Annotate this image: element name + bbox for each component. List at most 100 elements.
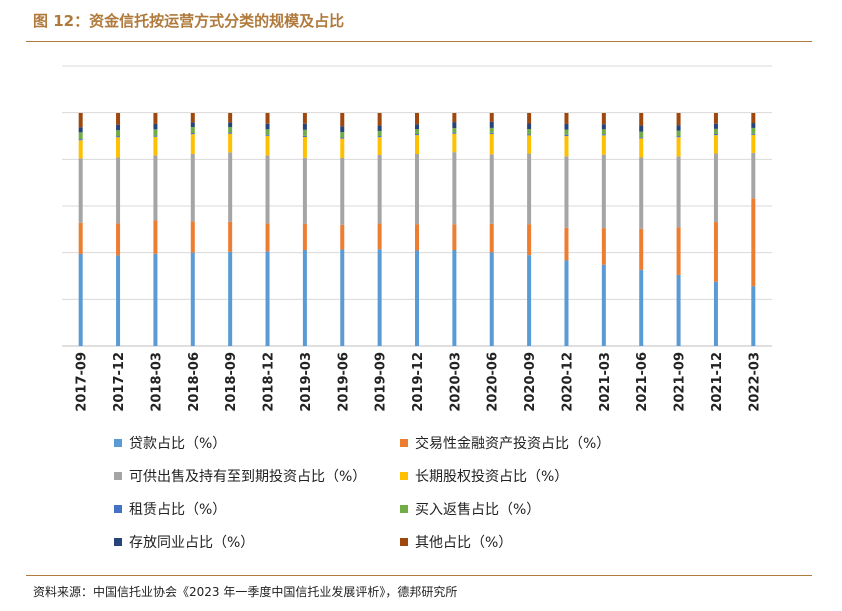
bar-segment-2019-09-s6	[377, 125, 382, 131]
bar-segment-2019-06-s5	[340, 132, 345, 138]
bar-segment-2018-09-s6	[228, 122, 233, 127]
bar-segment-2018-09-s4	[228, 132, 233, 134]
bar-segment-2020-12-s7	[564, 113, 569, 124]
bar-segment-2021-09-s0	[676, 274, 681, 346]
bar-segment-2018-03-s6	[153, 123, 158, 130]
bar-segment-2019-03-s3	[302, 136, 307, 158]
bar-segment-2018-12-s7	[265, 113, 270, 124]
bar-segment-2017-09-s5	[78, 132, 83, 140]
bar-segment-2019-06-s4	[340, 137, 345, 139]
x-tick-label: 2021-03	[598, 352, 613, 412]
bar-segment-2021-03-s3	[601, 135, 606, 155]
bar-segment-2019-09-s5	[377, 130, 382, 137]
bar-segment-2018-12-s3	[265, 135, 270, 156]
x-tick-label: 2018-06	[187, 352, 202, 412]
bar-segment-2022-03-s2	[751, 152, 756, 199]
x-tick-label: 2018-03	[149, 352, 164, 412]
bar-segment-2018-12-s1	[265, 223, 270, 252]
bar-segment-2021-09-s5	[676, 130, 681, 137]
bar-segment-2020-09-s7	[527, 113, 532, 124]
bar-segment-2018-03-s5	[153, 129, 158, 136]
footer-divider	[26, 575, 812, 576]
bar-segment-2021-09-s7	[676, 113, 681, 126]
bar-segment-2021-12-s6	[713, 123, 718, 129]
bar-series	[78, 113, 756, 346]
x-tick-label: 2020-09	[523, 352, 538, 412]
title-divider	[26, 41, 812, 42]
bar-segment-2021-06-s6	[639, 125, 644, 132]
x-tick-label: 2019-03	[299, 352, 314, 412]
bar-segment-2018-09-s5	[228, 126, 233, 133]
bar-segment-2019-03-s0	[302, 250, 307, 346]
bar-segment-2017-09-s6	[78, 127, 83, 133]
bar-segment-2019-09-s4	[377, 136, 382, 138]
x-tick-label: 2017-09	[75, 352, 90, 412]
bar-segment-2021-06-s5	[639, 131, 644, 138]
bar-segment-2020-09-s3	[527, 135, 532, 154]
bar-segment-2018-06-s6	[190, 122, 195, 127]
x-tick-label: 2021-09	[673, 352, 688, 412]
bar-segment-2019-09-s1	[377, 223, 382, 250]
x-tick-label: 2021-06	[635, 352, 650, 412]
bar-segment-2018-09-s3	[228, 133, 233, 153]
bar-segment-2020-06-s5	[489, 127, 494, 133]
bar-segment-2022-03-s1	[751, 198, 756, 287]
bar-segment-2019-12-s4	[415, 133, 419, 136]
bar-segment-2022-03-s4	[751, 133, 756, 135]
bar-segment-2018-09-s0	[228, 251, 233, 346]
x-tick-label: 2020-06	[486, 352, 501, 412]
x-tick-label: 2020-12	[560, 352, 575, 412]
bar-segment-2019-06-s0	[340, 249, 345, 346]
bar-segment-2019-12-s3	[415, 135, 419, 155]
bar-segment-2020-12-s2	[564, 156, 569, 228]
bar-segment-2020-03-s0	[452, 250, 457, 346]
bar-segment-2017-12-s6	[116, 124, 121, 131]
bar-segment-2021-06-s3	[639, 138, 644, 158]
bar-segment-2021-09-s2	[676, 156, 681, 228]
bar-segment-2020-09-s1	[527, 224, 532, 256]
bar-segment-2020-06-s7	[489, 113, 494, 122]
bar-segment-2021-03-s6	[601, 124, 606, 130]
bar-segment-2020-06-s6	[489, 121, 494, 128]
bar-segment-2017-09-s7	[78, 113, 83, 128]
bar-segment-2021-09-s1	[676, 227, 681, 275]
bar-segment-2020-12-s3	[564, 136, 569, 157]
bar-segment-2019-12-s7	[415, 113, 419, 125]
bar-segment-2022-03-s6	[751, 123, 756, 128]
bar-segment-2020-03-s2	[452, 152, 457, 225]
bar-segment-2017-12-s1	[116, 223, 121, 256]
bar-segment-2021-03-s1	[601, 228, 606, 265]
x-tick-label: 2018-09	[224, 352, 239, 412]
bar-segment-2021-09-s3	[676, 137, 681, 157]
bar-segment-2019-09-s7	[377, 113, 382, 126]
bar-segment-2019-06-s1	[340, 224, 345, 250]
bar-segment-2019-06-s7	[340, 113, 345, 127]
bar-segment-2020-12-s0	[564, 260, 569, 346]
bar-segment-2020-06-s0	[489, 252, 494, 346]
bar-segment-2021-06-s1	[639, 228, 644, 270]
bar-segment-2017-12-s7	[116, 113, 121, 125]
bar-segment-2017-12-s4	[116, 136, 121, 138]
bar-segment-2020-09-s2	[527, 153, 532, 225]
bar-segment-2019-12-s0	[415, 250, 419, 346]
bar-segment-2021-12-s0	[713, 281, 718, 346]
bar-segment-2018-06-s1	[190, 221, 195, 253]
bar-segment-2020-03-s4	[452, 132, 457, 134]
bar-segment-2020-09-s4	[527, 134, 532, 136]
bar-segment-2021-12-s3	[713, 135, 718, 154]
bar-segment-2019-12-s6	[415, 124, 419, 130]
bar-segment-2020-12-s1	[564, 227, 569, 261]
bar-segment-2021-03-s7	[601, 113, 606, 125]
bar-segment-2017-12-s0	[116, 255, 121, 346]
bar-segment-2021-06-s4	[639, 137, 644, 139]
x-tick-label: 2019-06	[336, 352, 351, 412]
bar-segment-2018-03-s7	[153, 113, 158, 124]
x-tick-label: 2018-12	[262, 352, 277, 412]
bar-segment-2021-06-s0	[639, 269, 644, 346]
bar-segment-2020-09-s0	[527, 255, 532, 346]
bar-segment-2017-12-s2	[116, 157, 121, 224]
bar-segment-2017-12-s5	[116, 130, 121, 137]
figure-title: 图 12：资金信托按运营方式分类的规模及占比	[33, 12, 345, 30]
bar-segment-2021-03-s2	[601, 154, 606, 229]
